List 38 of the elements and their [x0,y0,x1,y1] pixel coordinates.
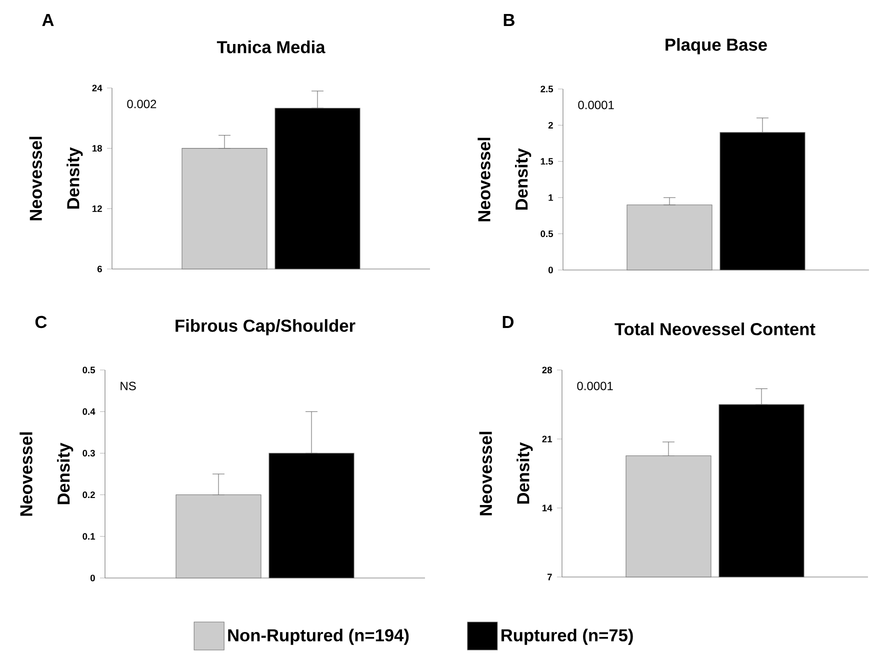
chart-title: Plaque Base [666,38,767,54]
legend-label: Ruptured (n=75) [502,628,633,645]
y-tick-label: 0.3 [82,450,95,457]
text: Neovessel Density [29,136,83,220]
y-tick-label: 2.5 [540,86,554,92]
annotation: 0.0001 [577,382,613,390]
y-tick-label: 18 [92,145,102,152]
annotation: 0.0001 [578,100,614,110]
y-tick-label: 6 [97,266,102,272]
y-tick-label: 0.5 [82,366,96,374]
y-tick-label: 1 [548,194,554,201]
chart-title: Tunica Media [216,40,326,54]
legend-label: Non-Ruptured (n=194) [228,628,409,645]
y-tick-label: 28 [542,366,552,374]
text: A [42,14,54,26]
y-tick-label: 2 [548,122,553,128]
y-tick-label: 14 [542,504,552,512]
y-tick-label: 0 [90,574,95,582]
y-tick-label: 24 [92,84,102,92]
text: C [35,316,47,328]
y-tick-label: 0.2 [82,492,95,498]
y-tick-label: 1.5 [540,158,554,165]
y-tick-label: 7 [547,574,552,580]
text: Neovessel Density [20,432,74,516]
y-tick-label: 0.4 [82,408,96,415]
text: Neovessel Density [479,432,533,516]
y-tick-label: 21 [542,436,552,442]
chart-title: Fibrous Cap/Shoulder [176,319,356,336]
annotation: 0.002 [127,100,156,108]
y-tick-label: 0 [548,266,553,274]
chart-title: Total Neovessel Content [614,322,816,336]
text: B [504,14,514,26]
text: D [502,316,514,328]
text: Neovessel Density [478,138,532,222]
annotation: NS [120,382,136,390]
y-tick-label: 0.1 [82,533,96,540]
y-tick-label: 0.5 [540,230,554,238]
y-tick-label: 12 [92,205,102,212]
